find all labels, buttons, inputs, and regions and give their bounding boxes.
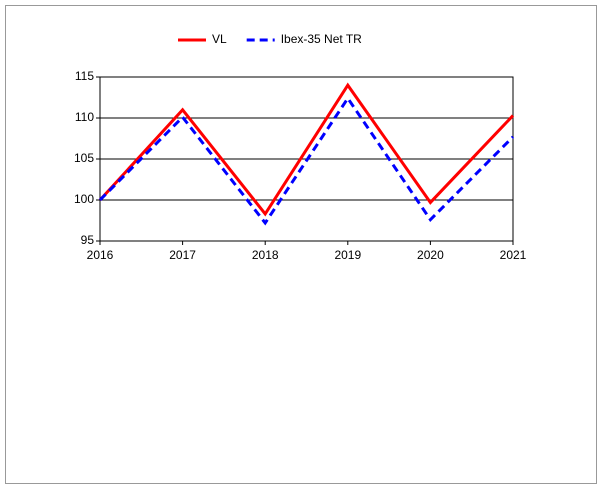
y-tick-label: 110	[75, 110, 94, 124]
x-tick-label: 2018	[252, 248, 279, 262]
x-tick-label: 2016	[87, 248, 114, 262]
y-tick-label: 95	[81, 233, 95, 247]
x-tick-label: 2020	[417, 248, 444, 262]
page-border	[5, 5, 597, 484]
series-line	[98, 82, 515, 217]
legend-label: VL	[212, 32, 227, 46]
series-line	[98, 95, 515, 226]
x-tick-label: 2021	[500, 248, 527, 262]
y-tick-label: 115	[75, 69, 94, 83]
y-tick-label: 100	[74, 192, 94, 206]
x-tick-label: 2019	[334, 248, 361, 262]
legend-label: Ibex-35 Net TR	[281, 32, 362, 46]
plot-frame	[99, 76, 514, 242]
y-tick-label: 105	[74, 151, 94, 165]
x-tick-label: 2017	[169, 248, 196, 262]
